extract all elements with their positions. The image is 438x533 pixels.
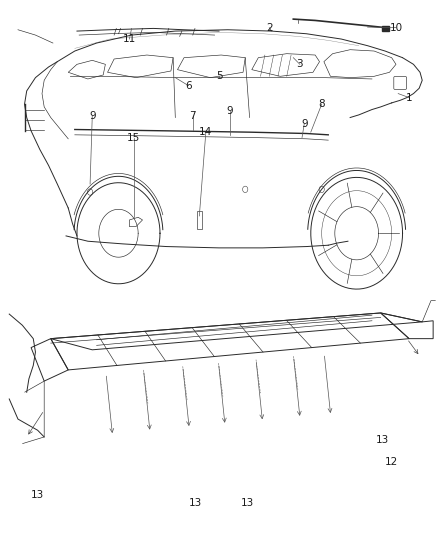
- Text: 8: 8: [318, 99, 325, 109]
- Text: 6: 6: [185, 80, 192, 91]
- Text: 10: 10: [389, 22, 403, 33]
- Text: 3: 3: [297, 59, 303, 69]
- Text: 12: 12: [385, 457, 398, 466]
- Text: 7: 7: [190, 111, 196, 121]
- Text: 13: 13: [31, 490, 44, 500]
- Text: 9: 9: [226, 106, 233, 116]
- Text: 9: 9: [89, 111, 95, 121]
- Text: 9: 9: [301, 119, 307, 129]
- Text: 13: 13: [376, 435, 389, 445]
- Bar: [381, 26, 389, 30]
- Text: 14: 14: [199, 127, 212, 136]
- Text: 13: 13: [241, 498, 254, 508]
- Text: 2: 2: [266, 22, 272, 33]
- Text: 5: 5: [215, 71, 223, 82]
- Text: 11: 11: [123, 34, 136, 44]
- Text: 1: 1: [406, 93, 413, 102]
- Text: 15: 15: [127, 133, 141, 143]
- Text: 13: 13: [188, 498, 201, 508]
